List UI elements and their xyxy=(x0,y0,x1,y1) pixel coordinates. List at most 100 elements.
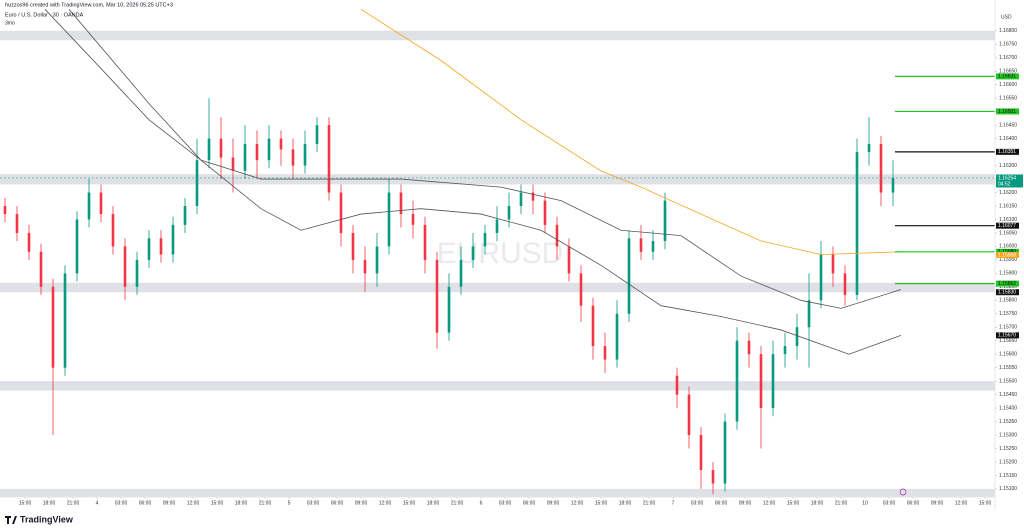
candle-body xyxy=(735,340,739,422)
y-tick-label: 1.15550 xyxy=(999,365,1017,371)
candle-body xyxy=(255,144,259,161)
x-tick-label: 12:00 xyxy=(571,500,584,506)
level-box xyxy=(996,252,1019,259)
candle-body xyxy=(615,313,619,360)
candle-body xyxy=(783,346,787,355)
y-tick-label: 1.16700 xyxy=(999,55,1017,61)
event-icon[interactable] xyxy=(899,488,907,496)
moving-average xyxy=(360,8,902,255)
x-tick-label: 12:00 xyxy=(763,500,776,506)
level-label: 1.16501 xyxy=(998,109,1016,115)
x-tick-label: 09:00 xyxy=(163,500,176,506)
x-tick-label: 15:00 xyxy=(403,500,416,506)
x-tick-label: 03:00 xyxy=(691,500,704,506)
y-tick-label: 1.15650 xyxy=(999,338,1017,344)
y-tick-label: 1.16050 xyxy=(999,230,1017,236)
x-tick-label: 7 xyxy=(672,500,675,506)
candle-body xyxy=(351,232,355,260)
x-tick-label: 18:00 xyxy=(43,500,56,506)
x-tick-label: 12:00 xyxy=(379,500,392,506)
candle-body xyxy=(519,192,523,206)
candle-body xyxy=(291,149,295,166)
x-tick-label: 06:00 xyxy=(907,500,920,506)
y-tick-label: 1.16150 xyxy=(999,203,1017,209)
level-box xyxy=(996,289,1019,296)
y-tick-label: 1.15450 xyxy=(999,392,1017,398)
x-tick-label: 03:00 xyxy=(883,500,896,506)
y-tick-label: 1.15600 xyxy=(999,352,1017,358)
x-tick-label: 6 xyxy=(480,500,483,506)
zone xyxy=(0,282,995,293)
candle-body xyxy=(411,214,415,225)
candle-body xyxy=(675,375,679,395)
candle-body xyxy=(231,157,235,171)
candle-body xyxy=(123,246,127,287)
x-tick-label: 03:00 xyxy=(115,500,128,506)
level-box xyxy=(996,148,1019,155)
candle-body xyxy=(387,192,391,247)
x-tick-label: 4 xyxy=(96,500,99,506)
x-tick-label: 15:00 xyxy=(19,500,32,506)
countdown: 04:52 xyxy=(998,181,1011,187)
candle-body xyxy=(315,125,319,145)
level-box xyxy=(996,73,1019,80)
last-price-label: 1.16254 xyxy=(998,175,1016,181)
x-tick-label: 06:00 xyxy=(139,500,152,506)
x-tick-label: 15:00 xyxy=(979,500,992,506)
x-tick-label: 09:00 xyxy=(931,500,944,506)
candle-body xyxy=(39,251,43,287)
candle-body xyxy=(711,470,715,484)
y-tick-label: 1.15200 xyxy=(999,459,1017,465)
x-tick-label: 03:00 xyxy=(307,500,320,506)
candle-body xyxy=(423,224,427,260)
candle-body xyxy=(855,152,859,295)
x-tick-label: 18:00 xyxy=(427,500,440,506)
candle-body xyxy=(891,177,895,193)
logo: TradingView xyxy=(5,514,74,524)
candle-body xyxy=(819,254,823,301)
x-tick-label: 12:00 xyxy=(955,500,968,506)
x-tick-label: 06:00 xyxy=(715,500,728,506)
candle-body xyxy=(75,219,79,274)
y-tick-label: 1.15350 xyxy=(999,419,1017,425)
zone xyxy=(0,381,995,391)
candle-body xyxy=(567,246,571,274)
candle-body xyxy=(663,200,667,242)
plot xyxy=(0,8,995,495)
candle-body xyxy=(303,144,307,166)
x-tick-label: 21:00 xyxy=(259,500,272,506)
y-tick-label: 1.15300 xyxy=(999,432,1017,438)
x-tick-label: 03:00 xyxy=(499,500,512,506)
candle-body xyxy=(99,192,103,215)
y-tick-label: 1.15700 xyxy=(999,325,1017,331)
candle-body xyxy=(87,192,91,220)
candle-body xyxy=(219,138,223,158)
candle-body xyxy=(147,238,151,260)
x-tick-label: 15:00 xyxy=(787,500,800,506)
y-tick-label: 1.16750 xyxy=(999,42,1017,48)
chart-title: Euro / U.S. Dollar · 30 · OANDA xyxy=(5,12,84,18)
candle-body xyxy=(579,273,583,306)
candle-body xyxy=(183,206,187,225)
candle-body xyxy=(771,354,775,409)
moving-average xyxy=(68,9,902,355)
y-tick-label: 1.15950 xyxy=(999,257,1017,263)
candle-body xyxy=(279,138,283,150)
x-tick-label: 06:00 xyxy=(331,500,344,506)
x-tick-label: 09:00 xyxy=(547,500,560,506)
logo-mark xyxy=(5,516,17,524)
candle-body xyxy=(591,305,595,347)
candle-body xyxy=(795,327,799,347)
level-label: 1.15670 xyxy=(998,333,1016,339)
candle-body xyxy=(327,125,331,193)
candle-body xyxy=(747,340,751,355)
candle-body xyxy=(27,232,31,252)
x-tick-label: 18:00 xyxy=(811,500,824,506)
level-label: 1.16077 xyxy=(998,223,1016,229)
candle-body xyxy=(159,238,163,255)
candle-body xyxy=(243,144,247,171)
x-tick-label: 21:00 xyxy=(835,500,848,506)
last-price-box xyxy=(996,174,1023,188)
candle-body xyxy=(639,238,643,252)
